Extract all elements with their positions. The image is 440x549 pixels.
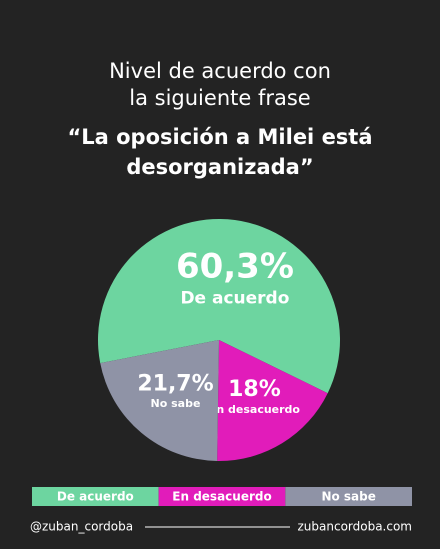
legend-swatch <box>32 487 159 506</box>
footer-handle: @zuban_cordoba <box>30 520 133 534</box>
legend-label: En desacuerdo <box>172 490 271 504</box>
legend-label: No sabe <box>321 490 375 504</box>
pie-slice <box>217 340 328 461</box>
footer-site: zubancordoba.com <box>297 520 412 534</box>
slice-label: No sabe <box>151 397 201 410</box>
value-label: 18% <box>228 377 281 402</box>
legend-swatch <box>285 487 412 506</box>
legend-label: De acuerdo <box>57 490 134 504</box>
value-label: 60,3% <box>176 247 294 287</box>
slice-label: De acuerdo <box>180 289 289 309</box>
chart-title: Nivel de acuerdo con la siguiente frase <box>109 59 331 110</box>
pie-slice <box>100 340 219 461</box>
legend-swatch <box>158 487 286 506</box>
chart-subtitle: “La oposición a Milei está desorganizada… <box>67 125 373 179</box>
slice-label: En desacuerdo <box>209 403 301 416</box>
pie-slice <box>97 218 341 394</box>
value-label: 21,7% <box>137 371 213 396</box>
